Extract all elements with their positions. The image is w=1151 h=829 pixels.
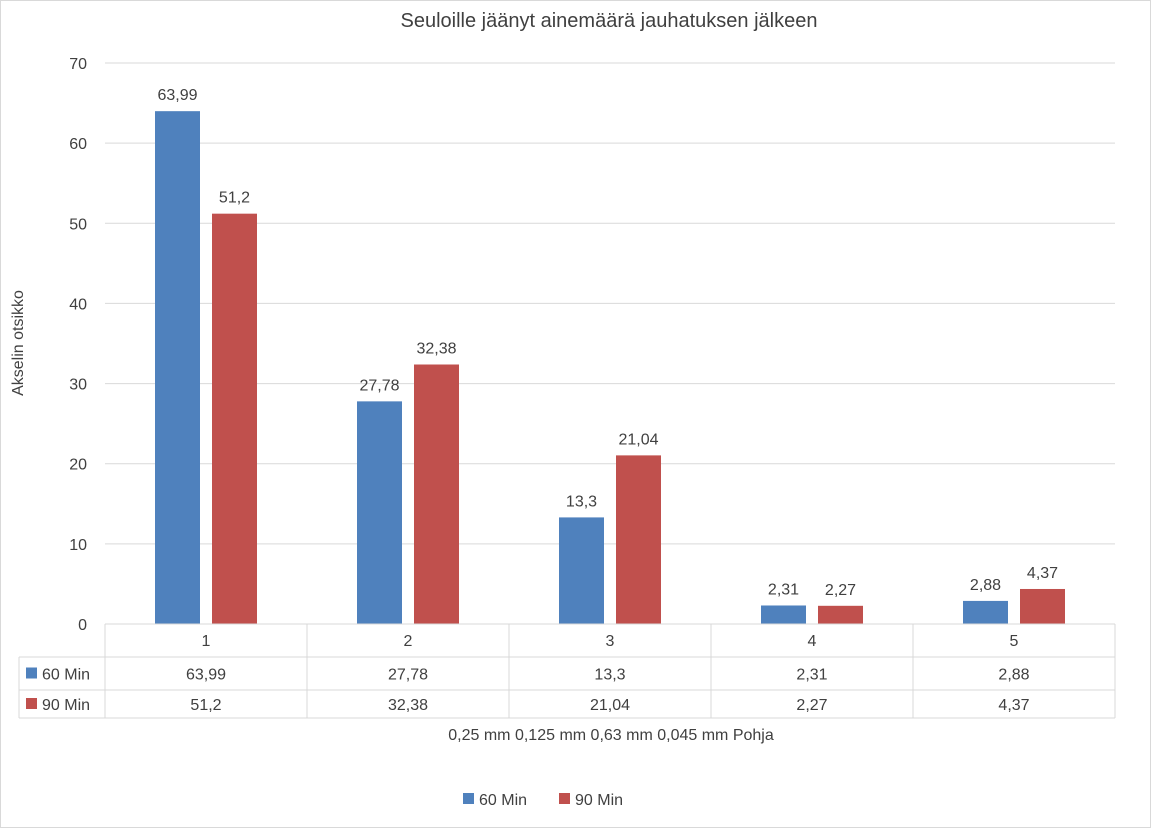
y-tick-label: 70 — [69, 56, 87, 73]
table-legend-key — [26, 667, 37, 679]
bar-series1 — [357, 401, 402, 624]
table-cell: 27,78 — [388, 667, 428, 684]
data-label: 4,37 — [1027, 565, 1058, 582]
table-cell: 2,27 — [796, 697, 827, 714]
table-cell: 4,37 — [998, 697, 1029, 714]
y-tick-label: 40 — [69, 296, 87, 313]
bar-series1 — [963, 600, 1008, 624]
y-axis-title: Akselin otsikko — [10, 290, 27, 396]
chart-title: Seuloille jäänyt ainemäärä jauhatuksen j… — [401, 10, 818, 32]
bar-series2 — [1020, 588, 1065, 624]
data-label: 13,3 — [566, 493, 597, 510]
bar-series1 — [155, 111, 200, 625]
data-label: 2,27 — [825, 582, 856, 599]
data-label: 21,04 — [618, 431, 658, 448]
bar-series2 — [616, 455, 661, 624]
data-table: 1 2 3 4 5 60 Min 63,99 27,78 13,3 2,31 2,88 90 Min 5… — [18, 623, 1116, 719]
x-tick-label: 4 — [808, 633, 817, 650]
bar-series1 — [761, 605, 806, 624]
bars — [155, 111, 1065, 625]
y-tick-label: 10 — [69, 537, 87, 554]
gridlines — [105, 62, 1115, 545]
table-cell: 32,38 — [388, 697, 428, 714]
bar-series2 — [818, 605, 863, 624]
data-label: 2,31 — [768, 581, 799, 598]
legend-label: 90 Min — [575, 792, 623, 809]
legend-key — [559, 793, 570, 804]
bar-series1 — [559, 517, 604, 624]
y-tick-label: 60 — [69, 136, 87, 153]
data-label: 63,99 — [157, 87, 197, 104]
x-tick-label: 2 — [404, 633, 413, 650]
y-tick-label: 30 — [69, 377, 87, 394]
data-label: 2,88 — [970, 577, 1001, 594]
table-cell: 2,88 — [998, 667, 1029, 684]
x-tick-label: 5 — [1010, 633, 1019, 650]
table-cell: 13,3 — [594, 667, 625, 684]
legend-key — [463, 793, 474, 804]
y-tick-label: 20 — [69, 457, 87, 474]
data-label: 32,38 — [416, 340, 456, 357]
table-series-name: 60 Min — [42, 667, 90, 684]
legend-label: 60 Min — [479, 792, 527, 809]
y-axis-ticks: 0 10 20 30 40 50 60 70 — [69, 56, 87, 634]
bar-series2 — [212, 213, 257, 624]
table-legend-key — [26, 698, 37, 709]
table-cell: 2,31 — [796, 667, 827, 684]
table-series-name: 90 Min — [42, 697, 90, 714]
x-axis-title: 0,25 mm 0,125 mm 0,63 mm 0,045 mm Pohja — [448, 727, 774, 744]
y-tick-label: 50 — [69, 216, 87, 233]
data-labels: 63,99 27,78 13,3 2,31 2,88 51,2 32,38 21,04 2,27… — [157, 87, 1058, 599]
x-tick-label: 1 — [202, 633, 211, 650]
x-tick-label: 3 — [606, 633, 615, 650]
table-cell: 21,04 — [590, 697, 630, 714]
legend: 60 Min 90 Min — [463, 792, 623, 809]
bar-series2 — [414, 364, 459, 624]
y-tick-label: 0 — [78, 617, 87, 634]
table-cell: 63,99 — [186, 667, 226, 684]
table-cell: 51,2 — [190, 697, 221, 714]
data-label: 51,2 — [219, 190, 250, 207]
data-label: 27,78 — [359, 377, 399, 394]
